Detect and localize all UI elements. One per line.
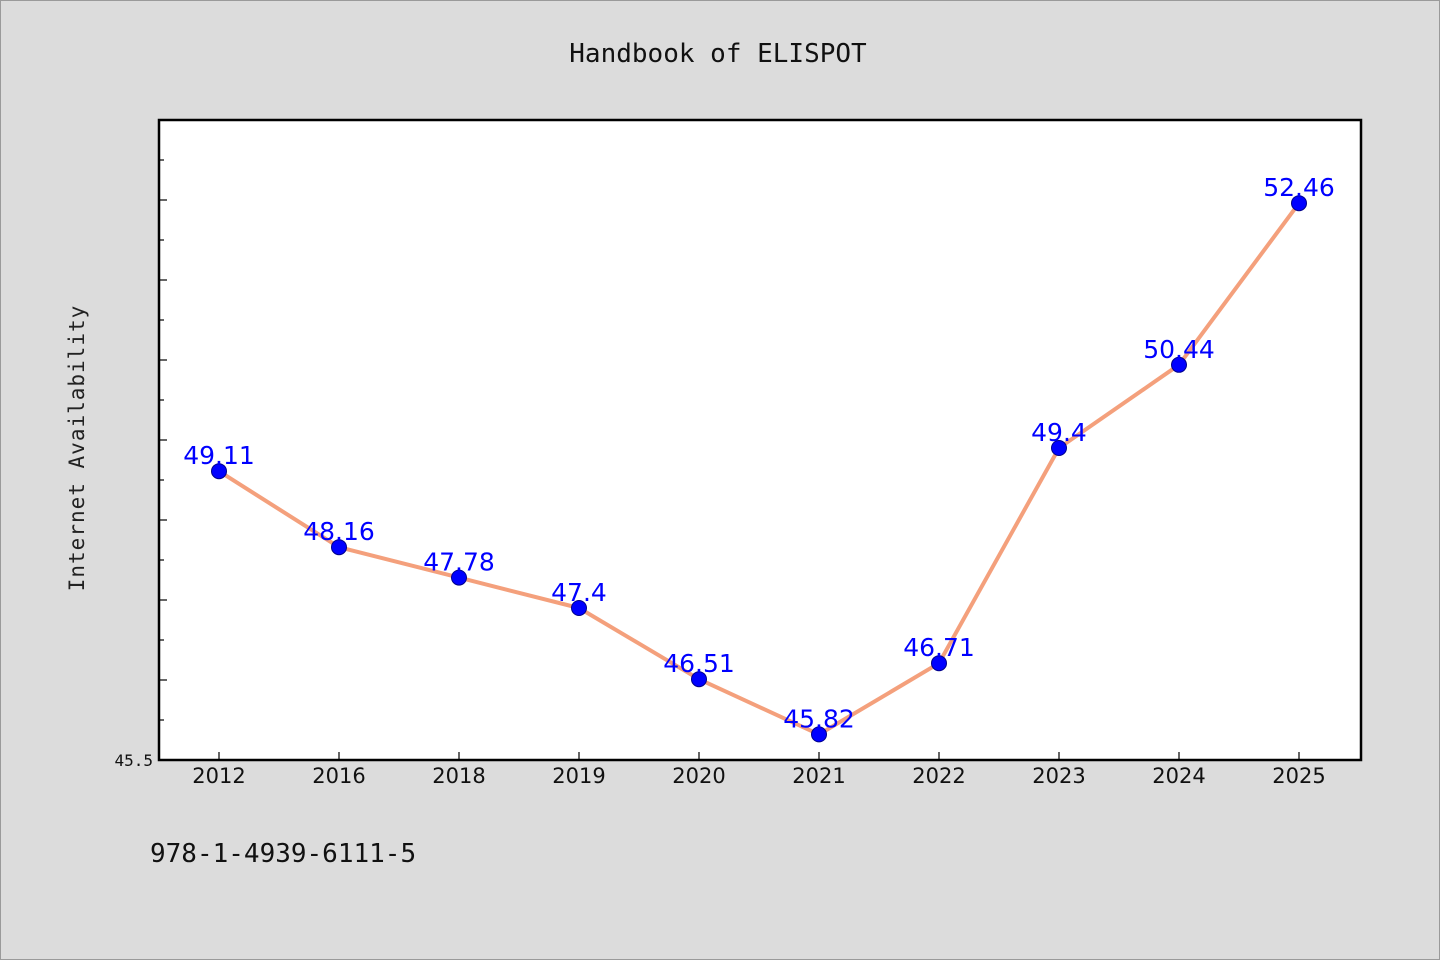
x-tick-label: 2012 [192, 764, 245, 788]
series-line [217, 201, 1301, 737]
x-tick-label: 2016 [312, 764, 365, 788]
plot-area [157, 118, 1363, 762]
data-point [1291, 195, 1307, 212]
data-point [1051, 440, 1067, 456]
chart-title: Handbook of ELISPOT [569, 39, 867, 69]
x-tick-label: 2021 [792, 764, 845, 788]
data-point [451, 569, 467, 586]
data-labels: 49.11 48.16 47.78 47.4 46.51 45.82 46.71 49.4 50… [183, 173, 1335, 733]
data-point [331, 539, 347, 556]
x-tick-label: 2022 [912, 764, 965, 788]
data-point [931, 655, 947, 672]
footer-isbn: 978-1-4939-6111-5 [150, 839, 416, 869]
y-axis-label: Internet Availability [65, 305, 89, 592]
data-label: 50.44 [1143, 335, 1215, 364]
data-point [571, 600, 587, 616]
x-tick-label: 2018 [432, 764, 485, 788]
data-label: 49.4 [1031, 418, 1087, 447]
x-tick-labels: 2012 2016 2018 2019 2020 2021 2022 2023 2024 2025 [192, 764, 1325, 788]
data-label: 46.71 [903, 633, 975, 662]
x-tick-label: 2025 [1272, 764, 1325, 788]
y-tick-label-min: 45.5 [114, 751, 153, 770]
x-axis-ticks [218, 752, 1300, 760]
data-label: 48.16 [303, 517, 375, 546]
data-point [811, 726, 827, 743]
data-point [211, 463, 227, 480]
data-label: 47.78 [423, 548, 495, 577]
data-label: 52.46 [1263, 173, 1335, 202]
x-tick-label: 2020 [672, 764, 725, 788]
data-label: 47.4 [551, 578, 607, 607]
data-label: 45.82 [783, 704, 855, 733]
data-label: 46.51 [663, 649, 735, 678]
data-label: 49.11 [183, 441, 255, 470]
y-axis-ticks [159, 119, 167, 761]
markers [211, 195, 1307, 743]
x-tick-label: 2024 [1152, 764, 1205, 788]
series-group: 49.11 48.16 47.78 47.4 46.51 45.82 46.71 49.4 50… [183, 173, 1335, 743]
data-point [691, 671, 707, 688]
data-point [1171, 356, 1187, 373]
x-tick-label: 2023 [1032, 764, 1085, 788]
x-tick-label: 2019 [552, 764, 605, 788]
